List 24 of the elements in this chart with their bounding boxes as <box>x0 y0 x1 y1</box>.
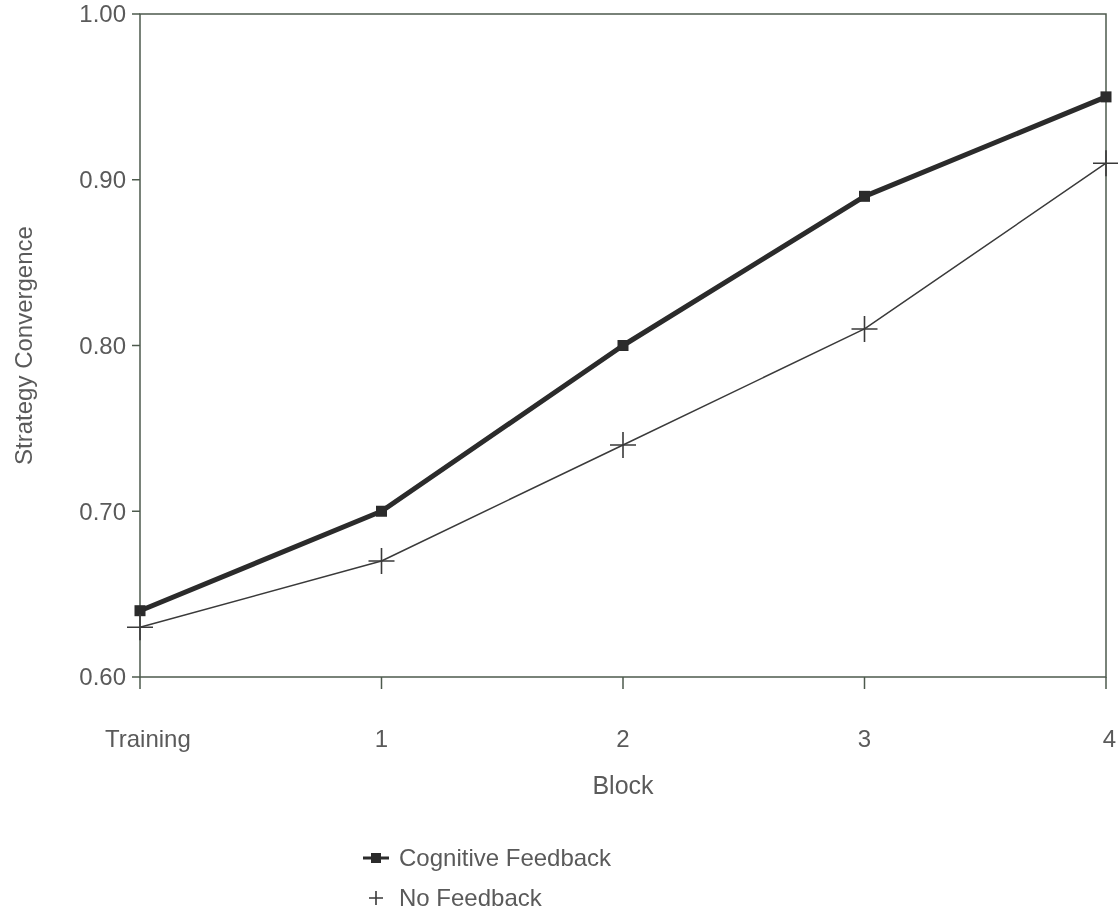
y-tick-label: 0.80 <box>79 331 126 359</box>
point <box>127 614 153 641</box>
y-tick-label: 0.90 <box>79 166 126 194</box>
point <box>610 431 636 458</box>
y-axis-title: Strategy Convergence <box>10 226 37 465</box>
y-tick-label: 0.60 <box>79 663 126 691</box>
point <box>376 505 387 517</box>
x-tick-label: 3 <box>857 725 872 752</box>
x-tick-label: 2 <box>616 725 630 752</box>
x-tick-label: Training <box>105 725 191 752</box>
y-tick-label: 1.00 <box>79 0 126 28</box>
y-tick-label: 0.70 <box>79 497 126 525</box>
point <box>1093 150 1118 177</box>
point <box>859 190 870 202</box>
point <box>617 340 629 351</box>
x-tick-label: 1 <box>374 725 389 752</box>
legend-label: Cognitive Feedback <box>399 844 613 872</box>
x-axis-title: Block <box>592 771 655 799</box>
point <box>1100 91 1112 103</box>
point <box>134 605 146 617</box>
point <box>368 547 395 574</box>
legend-label: No Feedback <box>399 884 543 912</box>
x-tick-label: 4 <box>1102 725 1116 752</box>
point <box>851 315 878 342</box>
